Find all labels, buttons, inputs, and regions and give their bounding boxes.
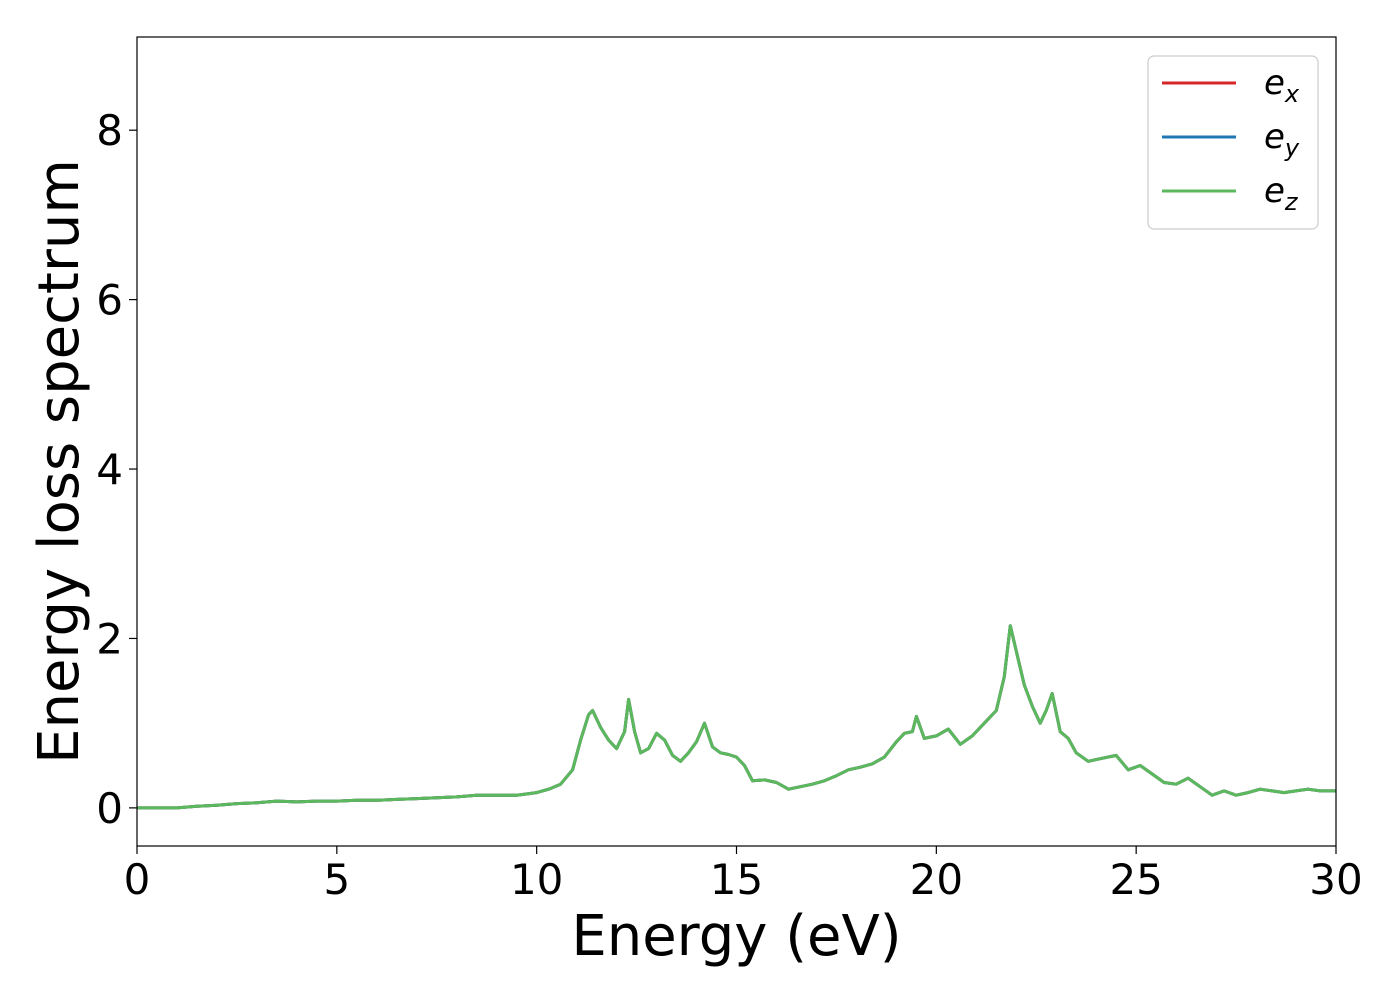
series-line-ez (137, 624, 1336, 810)
x-tick-label: 0 (124, 855, 151, 904)
y-tick-label: 8 (96, 106, 123, 155)
y-tick-label: 6 (96, 276, 123, 325)
y-tick-label: 2 (96, 614, 123, 663)
series-layer (137, 624, 1336, 810)
x-axis: 0 5 10 15 20 25 30 (124, 846, 1363, 904)
y-axis: 0 2 4 6 8 (96, 106, 137, 833)
legend-label-ex: ex (1264, 63, 1300, 108)
x-tick-label: 25 (1109, 855, 1162, 904)
legend: ex ey ez (1147, 55, 1319, 230)
y-tick-label: 4 (96, 445, 123, 494)
legend-label-ez: ez (1264, 171, 1299, 216)
x-axis-title: Energy (eV) (571, 904, 901, 969)
x-tick-label: 10 (510, 855, 563, 904)
x-tick-label: 5 (323, 855, 350, 904)
legend-box (1147, 55, 1319, 230)
y-tick-label: 0 (96, 784, 123, 833)
x-tick-label: 20 (910, 855, 963, 904)
y-axis-title: Energy loss spectrum (27, 159, 92, 764)
x-tick-label: 15 (710, 855, 763, 904)
legend-label-ey: ey (1264, 117, 1300, 162)
x-tick-label: 30 (1309, 855, 1362, 904)
